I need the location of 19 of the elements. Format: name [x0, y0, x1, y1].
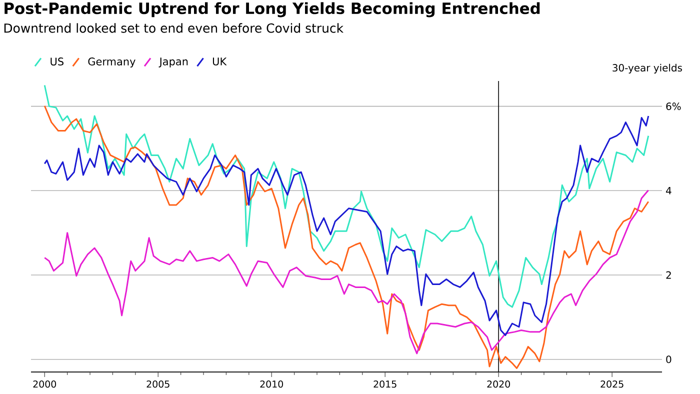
x-tick-label: 2025 [600, 380, 624, 388]
x-tick-label: 2010 [260, 380, 284, 388]
chart-title: Post-Pandemic Uptrend for Long Yields Becoming Entrenched [4, 2, 540, 18]
x-tick-label: 2020 [487, 380, 510, 388]
y-tick-label: 0 [666, 356, 672, 364]
legend-label: US [50, 58, 64, 66]
y-axis-title: 30-year yields [612, 64, 682, 74]
legend-label: Japan [158, 58, 188, 68]
y-tick-label: 4 [666, 187, 672, 194]
legend-label: Germany [88, 58, 136, 68]
line-series [44, 84, 650, 308]
y-tick-label: 6% [666, 102, 681, 110]
line-series [44, 105, 650, 369]
legend-label: UK [212, 58, 227, 66]
x-tick-label: 2000 [33, 380, 56, 388]
y-tick-label: 2 [666, 271, 671, 279]
x-tick-label: 2005 [146, 380, 170, 388]
x-tick-label: 2015 [374, 380, 396, 388]
chart-subtitle: Downtrend looked set to end even before Covid struck [4, 23, 344, 33]
